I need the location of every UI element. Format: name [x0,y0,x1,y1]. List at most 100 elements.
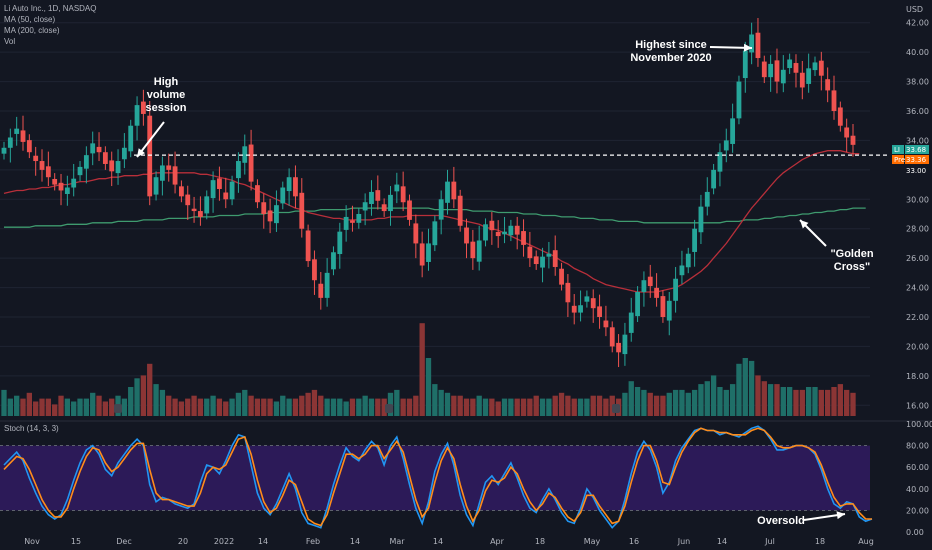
candle-body [571,305,577,313]
candle-body [96,146,102,153]
candle-body [400,186,406,203]
volume-bar [742,358,748,416]
candle-body [102,152,108,164]
volume-bar [805,387,812,416]
volume-bar [273,401,280,416]
volume-bar [710,375,717,416]
candle-body [717,152,723,172]
volume-bar [584,398,590,416]
candle-body [159,165,165,181]
volume-bar [45,398,52,416]
annotation-oversold: Oversold [757,515,805,527]
legend-ma200[interactable]: MA (200, close) [4,26,60,35]
volume-bar [292,398,299,416]
x-tick-label: Aug [858,537,874,546]
candle-body [369,191,374,204]
price-tick-label: 34.00 [906,136,929,145]
volume-bar [780,387,786,416]
candle-body [39,161,45,170]
volume-bar [603,398,609,416]
annotation-golden-cross: "Golden Cross" [830,248,874,273]
volume-bar [153,384,159,416]
volume-bar [299,395,305,416]
volume-bar [799,389,805,416]
pre-price-tag-value: 33.36 [906,156,927,164]
volume-bar [394,389,400,416]
candle-body [451,181,457,200]
legend-ma50[interactable]: MA (50, close) [4,15,56,24]
volume-bar [58,395,64,416]
candle-body [204,196,210,214]
candle-body [502,231,507,235]
candle-body [318,283,324,298]
candle-body [350,220,355,223]
pre-price-tag: Pre 33.36 [892,155,929,164]
osc-tick-label: 60.00 [906,463,929,472]
price-tick-label: 38.00 [906,78,929,87]
candle-body [540,256,545,268]
candle-body [185,194,191,206]
volume-bar [514,398,520,416]
volume-bar [736,363,742,416]
volume-bar [596,395,603,416]
volume-bar [451,395,457,416]
candle-body [362,202,368,211]
volume-bar [552,395,558,416]
x-tick-label: Dec [116,537,131,546]
volume-bar [185,398,191,416]
volume-bar [311,389,318,416]
volume-bar [166,395,172,416]
volume-bar [698,384,704,416]
candle-body [178,186,184,197]
osc-tick-label: 20.00 [906,506,929,515]
x-tick-label: Feb [306,537,320,546]
ma50-line [3,150,860,293]
volume-bar [717,387,723,416]
volume-bar [812,387,818,416]
candle-body [198,211,203,217]
last-price-tag-label: LI [894,146,900,154]
candle-body [217,178,222,189]
candle-body [33,155,39,162]
candle-body [768,63,774,78]
candle-body [850,135,856,145]
volume-bar [368,398,375,416]
candle-body [147,115,153,197]
candle-body [825,79,831,91]
level-price-tag-value: 33.00 [906,167,926,175]
volume-bar [128,387,134,416]
x-tick-label: Mar [389,537,405,546]
volume-bar [463,398,470,416]
volume-bar [653,395,660,416]
volume-bar [527,398,533,416]
x-tick-label: 14 [717,537,727,546]
candle-body [312,259,317,281]
volume-bar [1,389,7,416]
price-tick-label: 36.00 [906,107,929,116]
candle-body [527,246,533,259]
candle-body [552,250,558,267]
volume-bar [723,389,729,416]
event-marker [612,404,620,413]
candle-body [457,195,463,226]
volume-bar [558,392,565,416]
candle-body [77,166,83,176]
candle-body [83,155,89,169]
volume-bar [539,398,546,416]
arrow-highest-since-head [743,43,752,52]
candle-body [780,69,786,84]
candle-body [121,147,127,160]
candle-body [711,169,717,189]
candle-body [445,181,450,203]
volume-bar [305,392,311,416]
candle-body [438,199,444,220]
candle-body [616,342,621,353]
legend-symbol[interactable]: Li Auto Inc., 1D, NASDAQ [4,4,97,13]
legend-vol[interactable]: Vol [4,37,16,46]
candle-body [293,177,298,197]
candle-body [267,210,273,222]
candle-body [286,177,292,192]
oscillator-label[interactable]: Stoch (14, 3, 3) [4,424,59,433]
candle-body [654,287,659,298]
